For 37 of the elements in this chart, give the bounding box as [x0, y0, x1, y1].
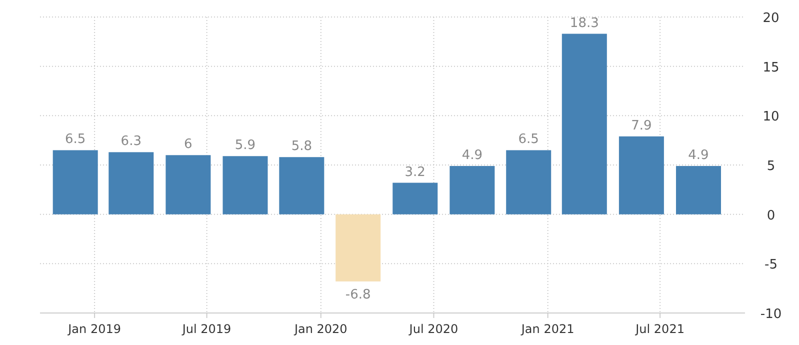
x-tick-label: Jan 2020 — [293, 322, 348, 336]
bar — [450, 166, 495, 214]
x-tick-label: Jan 2021 — [520, 322, 574, 336]
bar — [336, 214, 381, 282]
data-label: 6.5 — [518, 132, 539, 148]
y-tick-label: 0 — [766, 208, 776, 224]
bar — [279, 157, 324, 214]
data-label: 6.3 — [120, 134, 142, 150]
bar — [108, 152, 154, 214]
x-tick-label: Jul 2021 — [634, 322, 684, 336]
data-label: 4.9 — [462, 148, 483, 163]
y-tick-label: 10 — [762, 110, 780, 125]
data-label: 6.5 — [65, 132, 86, 148]
x-tick-label: Jul 2019 — [181, 322, 232, 336]
data-label: 6 — [184, 137, 192, 152]
data-label: 4.9 — [688, 148, 709, 163]
bar — [392, 182, 438, 214]
y-tick-label: 15 — [762, 60, 780, 76]
data-label: 5.9 — [234, 138, 256, 154]
data-label: -6.8 — [345, 287, 371, 302]
bar — [166, 155, 211, 214]
x-tick-label: Jan 2019 — [67, 322, 121, 336]
data-label: 3.2 — [404, 164, 426, 180]
y-tick-label: -5 — [764, 258, 778, 273]
data-label: 18.3 — [570, 16, 599, 31]
y-tick-label: 5 — [766, 159, 776, 174]
bar — [222, 156, 268, 214]
bar — [506, 150, 552, 214]
x-tick-label: Jul 2020 — [408, 322, 458, 336]
data-label: 7.9 — [631, 118, 652, 134]
data-label: 5.8 — [291, 139, 312, 154]
bar — [618, 136, 664, 214]
y-tick-label: -10 — [760, 307, 782, 322]
bar — [676, 166, 721, 214]
bar — [562, 34, 607, 214]
bar — [52, 150, 98, 214]
y-tick-label: 20 — [762, 11, 780, 26]
